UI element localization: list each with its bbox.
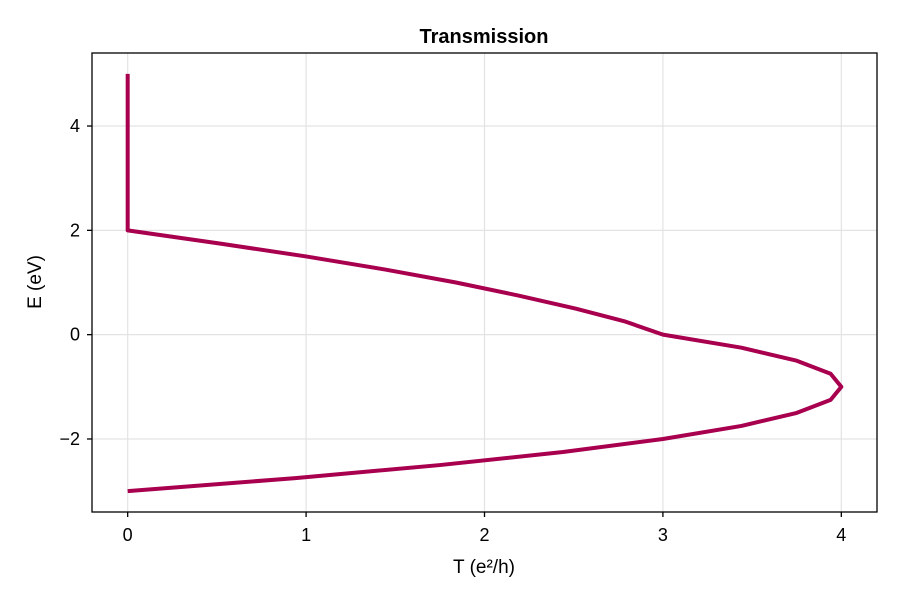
series-group xyxy=(125,73,844,494)
transmission-line xyxy=(125,73,844,494)
grid xyxy=(92,53,877,512)
x-axis: 0 1 2 3 4 xyxy=(123,512,846,545)
y-tick-label: −2 xyxy=(59,429,80,449)
y-axis: −2 0 2 4 xyxy=(59,116,92,449)
y-tick-label: 4 xyxy=(70,116,80,136)
x-tick-label: 1 xyxy=(301,525,311,545)
x-axis-label: T (e²/h) xyxy=(453,557,515,578)
y-tick-label: 2 xyxy=(70,220,80,240)
chart-title: Transmission xyxy=(420,26,549,48)
x-tick-label: 2 xyxy=(479,525,489,545)
x-tick-label: 4 xyxy=(836,525,846,545)
x-tick-label: 3 xyxy=(658,525,668,545)
x-tick-label: 0 xyxy=(123,525,133,545)
y-tick-label: 0 xyxy=(70,325,80,345)
y-axis-label: E (eV) xyxy=(25,255,46,309)
